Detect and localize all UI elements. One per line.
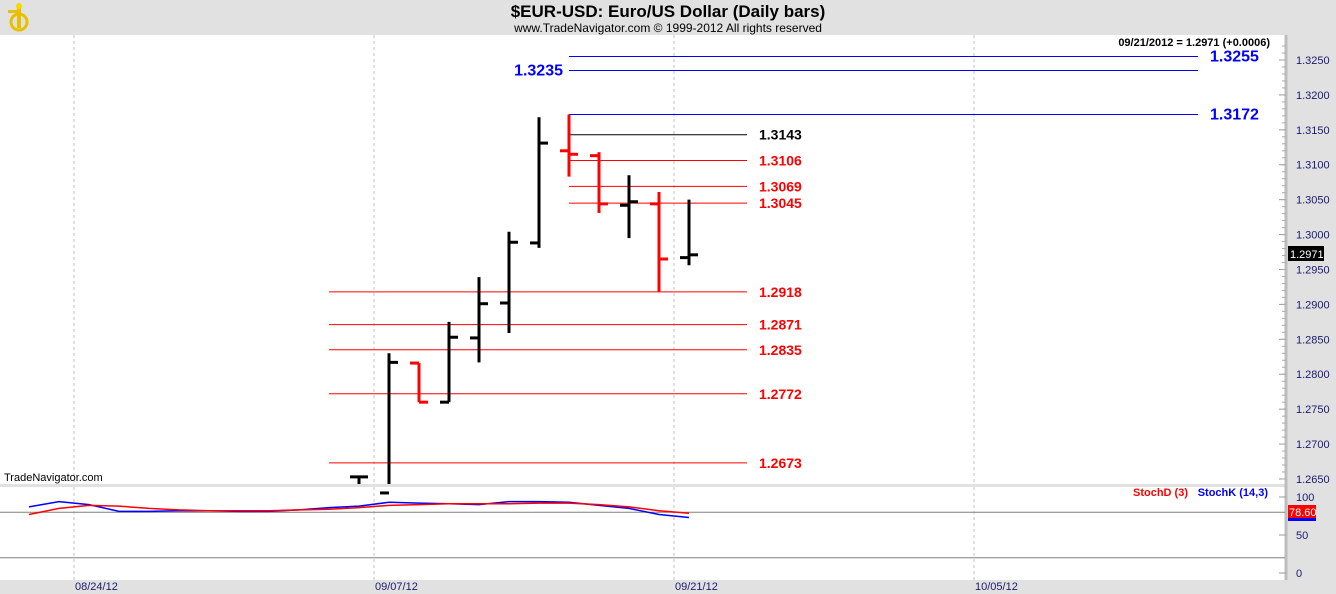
- level-label: 1.3255: [1210, 49, 1259, 66]
- y-tick-label: 1.2950: [1296, 264, 1330, 276]
- level-label: 1.2918: [759, 284, 802, 300]
- level-label: 1.3235: [514, 62, 563, 79]
- y-tick-label: 1.3050: [1296, 195, 1330, 207]
- watermark: TradeNavigator.com: [4, 472, 103, 484]
- y-tick-label: 1.2700: [1296, 439, 1330, 451]
- last-price-label: 1.2971: [1290, 249, 1324, 261]
- legend-stoch-d: StochD (3): [1133, 487, 1188, 499]
- stoch-readout-box: [1288, 505, 1316, 518]
- price-bars: [350, 114, 698, 495]
- stoch-y-tick-label: 50: [1296, 530, 1308, 542]
- y-tick-label: 1.2850: [1296, 334, 1330, 346]
- stoch-readout: 78.60: [1289, 507, 1317, 519]
- date-axis: 08/24/12 09/07/12 09/21/12 10/05/12: [75, 581, 1018, 593]
- level-label: 1.3172: [1210, 106, 1259, 123]
- price-axis: 1.3250 1.3200 1.3150 1.3100 1.3050 1.3000 1.29…: [1279, 45, 1330, 486]
- y-tick-label: 1.3100: [1296, 160, 1330, 172]
- stoch-y-tick-label: 0: [1296, 568, 1302, 580]
- x-tick-label: 10/05/12: [975, 581, 1018, 593]
- level-label: 1.2871: [759, 317, 802, 333]
- level-label: 1.2772: [759, 386, 802, 402]
- x-tick-label: 08/24/12: [75, 581, 118, 593]
- last-price-box: [1288, 246, 1324, 261]
- y-tick-label: 1.3200: [1296, 90, 1330, 102]
- stoch-plot-area: [0, 487, 1285, 580]
- y-tick-label: 1.2750: [1296, 404, 1330, 416]
- y-tick-label: 1.2800: [1296, 369, 1330, 381]
- price-readout: 09/21/2012 = 1.2971 (+0.0006): [1118, 37, 1270, 49]
- y-tick-label: 1.2650: [1296, 474, 1330, 486]
- price-plot-area: [0, 35, 1285, 484]
- level-label: 1.3143: [759, 127, 802, 143]
- legend-stoch-k: StochK (14,3): [1198, 487, 1269, 499]
- copyright-subtitle: www.TradeNavigator.com © 1999-2012 All r…: [514, 21, 822, 35]
- chart-header: $EUR-USD: Euro/US Dollar (Daily bars) ww…: [0, 0, 1336, 35]
- level-label: 1.3045: [759, 195, 802, 211]
- y-tick-label: 1.3250: [1296, 55, 1330, 67]
- stoch-y-tick-label: 100: [1296, 492, 1314, 504]
- level-label: 1.2835: [759, 342, 802, 358]
- level-label: 1.3106: [759, 153, 802, 169]
- stochastic-panel: 100 50 0: [0, 492, 1314, 580]
- level-label: 1.3069: [759, 178, 802, 194]
- y-tick-label: 1.3000: [1296, 230, 1330, 242]
- stoch-readout-underline: [1288, 518, 1316, 521]
- y-tick-label: 1.3150: [1296, 125, 1330, 137]
- y-tick-label: 1.2900: [1296, 299, 1330, 311]
- grid-lines: [73, 35, 975, 580]
- chart-title: $EUR-USD: Euro/US Dollar (Daily bars): [510, 2, 826, 21]
- trade-navigator-logo-icon: [8, 3, 29, 32]
- x-tick-label: 09/07/12: [375, 581, 418, 593]
- stoch-line-d: [28, 502, 690, 516]
- x-tick-label: 09/21/12: [675, 581, 718, 593]
- level-label: 1.2673: [759, 455, 802, 471]
